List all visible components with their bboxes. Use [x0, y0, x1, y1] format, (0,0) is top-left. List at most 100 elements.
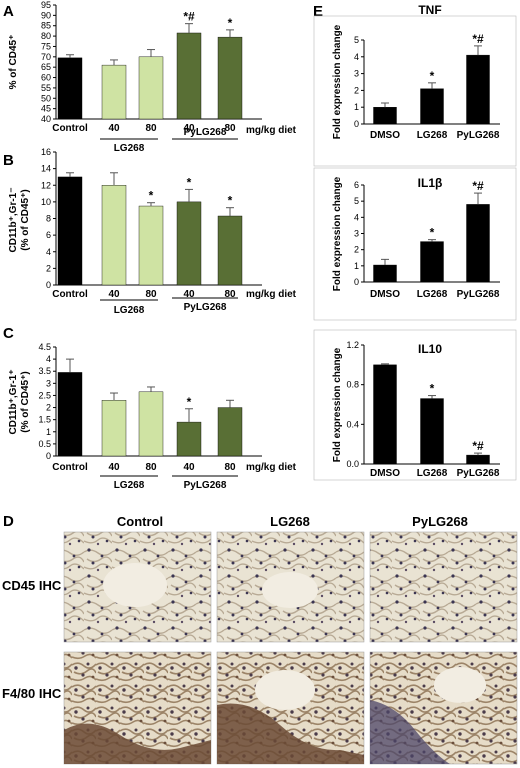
category-label: Control	[52, 123, 88, 134]
y-tick-label: 4	[46, 354, 51, 364]
y-tick-label: 3	[354, 69, 359, 79]
group-label-lg268: LG268	[114, 143, 145, 154]
y-tick-label: 1.2	[346, 340, 359, 350]
bar	[373, 364, 397, 465]
category-label: DMSO	[370, 130, 400, 141]
chart-title: IL10	[418, 342, 442, 356]
y-tick-label: 4.5	[38, 342, 51, 352]
bar	[373, 106, 397, 125]
y-tick-label: 50	[41, 93, 51, 103]
y-tick-label: 65	[41, 62, 51, 72]
chart-il1b: 0 1 2 3 4 5 6 Fold expression change IL1β DMSO * LG…	[332, 176, 500, 300]
bar	[57, 372, 83, 457]
y-tick-label: 60	[41, 73, 51, 83]
category-label: PyLG268	[457, 468, 500, 479]
bar	[176, 201, 202, 286]
y-tick-label: 16	[41, 147, 51, 157]
alveolar-space	[255, 670, 315, 710]
col-header-control: Control	[117, 514, 163, 529]
category-label: 40	[108, 123, 120, 134]
chart-frame-tnf	[313, 15, 517, 167]
category-label: 80	[224, 289, 236, 300]
y-tick-label: 2	[354, 85, 359, 95]
col-header-lg268: LG268	[270, 514, 310, 529]
y-tick-label: 6	[354, 180, 359, 190]
group-label-pylg268: PyLG268	[184, 127, 227, 138]
chart-c: 0 0.5 1 1.5 2 2.5 3 3.5 4 4.5 CD11b⁺,Gr-1⁺ (% of CD…	[8, 342, 262, 473]
chart-title: TNF	[418, 3, 441, 17]
y-tick-label: 0.5	[38, 439, 51, 449]
y-tick-label: 6	[46, 230, 51, 240]
units-label: mg/kg diet	[246, 125, 297, 136]
y-tick-label: 0.8	[346, 380, 359, 390]
category-label: 80	[224, 462, 236, 473]
y-tick-label: 0	[46, 451, 51, 461]
bar	[176, 32, 202, 120]
significance-marker: *	[228, 194, 233, 208]
category-label: PyLG268	[457, 289, 500, 300]
bar	[420, 88, 444, 125]
group-label-pylg268: PyLG268	[184, 302, 227, 313]
alveolar-space	[434, 667, 486, 703]
significance-marker: *	[430, 69, 435, 83]
category-label: DMSO	[370, 468, 400, 479]
significance-marker: *#	[472, 439, 484, 453]
significance-marker: *	[430, 226, 435, 240]
bar	[466, 54, 490, 125]
y-tick-label: 14	[41, 164, 51, 174]
y-tick-label: 0.0	[346, 459, 359, 469]
y-tick-label: 95	[41, 0, 51, 10]
chart-frame-il10	[313, 329, 517, 481]
y-tick-label: 5	[354, 196, 359, 206]
y-axis-label: CD11b⁺,Gr-1⁻	[8, 187, 19, 252]
bar	[217, 215, 243, 286]
y-tick-label: 4	[354, 52, 359, 62]
bar	[217, 36, 243, 120]
category-label: LG268	[417, 289, 448, 300]
bar	[138, 56, 164, 120]
y-tick-label: 0	[354, 119, 359, 129]
dense-tissue-region-control	[64, 723, 211, 764]
y-tick-label: 3	[46, 378, 51, 388]
bar	[176, 421, 202, 457]
significance-marker: *	[187, 175, 192, 189]
significance-marker: *	[228, 16, 233, 30]
y-axis-label: Fold expression change	[332, 176, 343, 291]
units-label: mg/kg diet	[246, 462, 297, 473]
y-tick-label: 5	[354, 35, 359, 45]
panel-label-c: C	[3, 325, 14, 342]
bar	[138, 391, 164, 457]
bar	[217, 407, 243, 457]
bar	[57, 57, 83, 120]
y-tick-label: 10	[41, 197, 51, 207]
y-tick-label: 70	[41, 52, 51, 62]
category-label: 80	[145, 123, 157, 134]
category-label: 40	[108, 462, 120, 473]
significance-marker: *	[430, 382, 435, 396]
category-label: PyLG268	[457, 130, 500, 141]
y-axis-label: (% of CD45⁺)	[20, 371, 31, 432]
bar	[466, 204, 490, 283]
significance-marker: *#	[183, 10, 195, 24]
y-tick-label: 12	[41, 180, 51, 190]
y-axis-label: (% of CD45⁺)	[20, 189, 31, 250]
category-label: LG268	[417, 130, 448, 141]
panel-label-e: E	[313, 3, 323, 20]
bar	[466, 454, 490, 465]
bar	[101, 400, 127, 457]
y-tick-label: 90	[41, 10, 51, 20]
chart-title: IL1β	[418, 176, 443, 190]
category-label: Control	[52, 289, 88, 300]
y-tick-label: 2	[354, 245, 359, 255]
significance-marker: *	[149, 189, 154, 203]
y-tick-label: 0.4	[346, 419, 359, 429]
y-tick-label: 1.5	[38, 415, 51, 425]
y-tick-label: 4	[46, 247, 51, 257]
y-tick-label: 3	[354, 229, 359, 239]
bar	[138, 205, 164, 286]
y-axis-label: CD11b⁺,Gr-1⁺	[8, 369, 19, 434]
category-label: 40	[183, 123, 195, 134]
y-tick-label: 1	[46, 427, 51, 437]
y-tick-label: 75	[41, 41, 51, 51]
